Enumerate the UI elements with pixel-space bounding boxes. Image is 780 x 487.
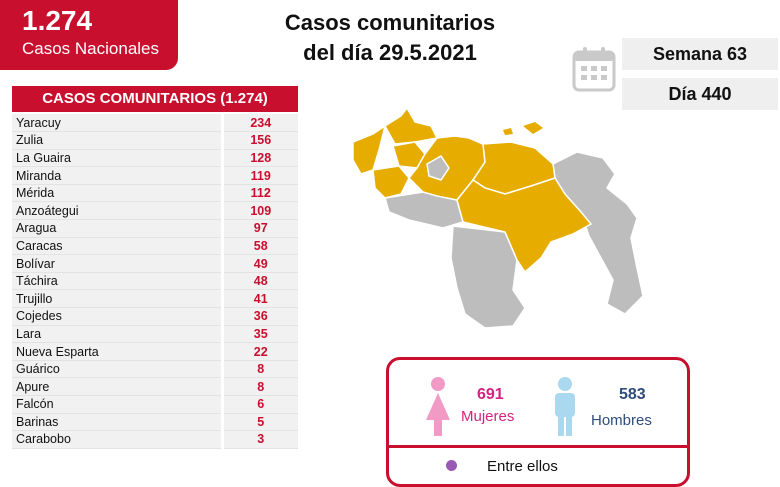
divider (389, 445, 687, 448)
women-count: 691 (477, 386, 504, 403)
state-name: Caracas (12, 237, 224, 256)
national-cases-label: Casos Nacionales (22, 39, 160, 58)
map-region-nueva-esparta-2 (503, 128, 513, 135)
table-row: Caracas 58 (12, 237, 298, 256)
state-name: Falcón (12, 395, 224, 414)
table-row: Aragua 97 (12, 219, 298, 238)
state-cases: 49 (222, 254, 298, 273)
map-region-falcon (383, 108, 439, 145)
table-row: Yaracuy 234 (12, 114, 298, 133)
female-icon (426, 377, 450, 436)
state-name: Yaracuy (12, 114, 224, 133)
state-cases: 97 (222, 219, 298, 238)
map-region-bolivar (456, 177, 593, 274)
state-cases: 41 (222, 289, 298, 309)
table-row: Nueva Esparta 22 (12, 342, 298, 361)
title-line-1: Casos comunitarios (284, 10, 496, 35)
state-name: Anzoátegui (12, 201, 224, 221)
state-cases: 48 (222, 272, 298, 291)
state-cases: 109 (222, 201, 298, 221)
state-name: Bolívar (12, 254, 224, 273)
table-row: Miranda 119 (12, 166, 298, 185)
table-row: Zulia 156 (12, 131, 298, 150)
state-cases: 8 (222, 377, 298, 396)
table-row: Falcón 6 (12, 395, 298, 414)
table-row: Guárico 8 (12, 360, 298, 379)
map-region-guarico (426, 155, 450, 181)
map-region-zulia (352, 124, 387, 175)
state-name: Guárico (12, 360, 224, 379)
state-cases: 119 (222, 166, 298, 185)
week-badge: Semana 63 (622, 38, 778, 70)
state-name: La Guaira (12, 149, 224, 168)
state-cases: 128 (222, 149, 298, 168)
state-cases: 234 (222, 114, 298, 133)
table-row: Barinas 5 (12, 413, 298, 432)
state-cases: 6 (222, 395, 298, 414)
state-name: Aragua (12, 219, 224, 238)
day-badge: Día 440 (622, 78, 778, 110)
table-row: Trujillo 41 (12, 289, 298, 309)
state-name: Táchira (12, 272, 224, 291)
state-cases: 22 (222, 342, 298, 361)
page-title: Casos comunitarios del día 29.5.2021 (240, 8, 540, 68)
state-cases: 36 (222, 307, 298, 326)
state-cases: 112 (222, 184, 298, 203)
table-row: Bolívar 49 (12, 254, 298, 273)
table-header: CASOS COMUNITARIOS (1.274) (12, 86, 298, 112)
venezuela-map (352, 108, 644, 329)
state-cases: 5 (222, 413, 298, 432)
state-cases: 58 (222, 237, 298, 256)
state-cases: 8 (222, 360, 298, 379)
national-cases-box: 1.274 Casos Nacionales (0, 0, 178, 70)
calendar-icon (572, 47, 616, 92)
table-row: Apure 8 (12, 377, 298, 396)
states-table: Yaracuy 234 Zulia 156 La Guaira 128 Miranda… (12, 114, 298, 449)
national-cases-count: 1.274 (22, 5, 93, 36)
state-name: Trujillo (12, 289, 224, 309)
state-name: Lara (12, 325, 224, 344)
men-count: 583 (619, 386, 646, 403)
table-row: Carabobo 3 (12, 430, 298, 449)
table-row: Mérida 112 (12, 184, 298, 203)
state-name: Carabobo (12, 430, 224, 449)
state-cases: 3 (222, 430, 298, 449)
table-row: La Guaira 128 (12, 149, 298, 168)
male-icon (555, 377, 575, 436)
table-row: Táchira 48 (12, 272, 298, 291)
state-name: Cojedes (12, 307, 224, 326)
among-them-text: Entre ellos (487, 458, 558, 475)
state-name: Zulia (12, 131, 224, 150)
women-label: Mujeres (461, 408, 515, 425)
state-cases: 156 (222, 131, 298, 150)
table-row: Cojedes 36 (12, 307, 298, 326)
gender-box: 691 Mujeres 583 Hombres Entre ellos (386, 357, 690, 487)
state-name: Barinas (12, 413, 224, 432)
map-region-andes (372, 165, 410, 199)
title-line-2: del día 29.5.2021 (303, 40, 477, 65)
state-cases: 35 (222, 325, 298, 344)
state-name: Nueva Esparta (12, 342, 224, 361)
table-row: Anzoátegui 109 (12, 201, 298, 221)
state-name: Mérida (12, 184, 224, 203)
state-name: Miranda (12, 166, 224, 185)
map-region-nueva-esparta (523, 122, 543, 134)
bullet-icon (446, 460, 457, 471)
state-name: Apure (12, 377, 224, 396)
men-label: Hombres (591, 412, 652, 429)
table-row: Lara 35 (12, 325, 298, 344)
